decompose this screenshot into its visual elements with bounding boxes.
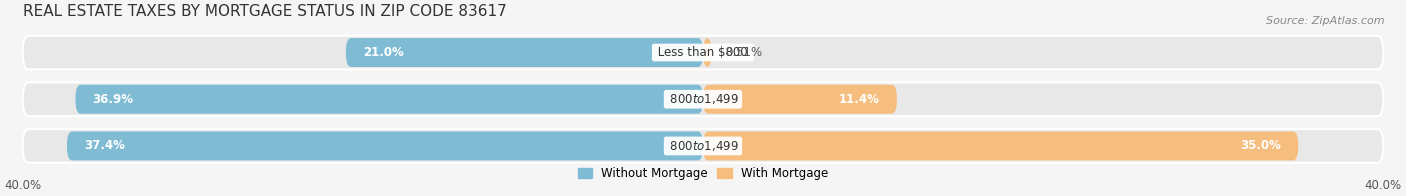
FancyBboxPatch shape [76, 85, 703, 114]
FancyBboxPatch shape [22, 36, 1384, 69]
Text: 37.4%: 37.4% [84, 139, 125, 152]
Text: 11.4%: 11.4% [839, 93, 880, 106]
FancyBboxPatch shape [22, 83, 1384, 116]
FancyBboxPatch shape [703, 85, 897, 114]
FancyBboxPatch shape [346, 38, 703, 67]
Text: $800 to $1,499: $800 to $1,499 [666, 92, 740, 106]
Text: 0.51%: 0.51% [725, 46, 762, 59]
Text: Less than $800: Less than $800 [654, 46, 752, 59]
Text: Source: ZipAtlas.com: Source: ZipAtlas.com [1267, 16, 1385, 26]
Text: 36.9%: 36.9% [93, 93, 134, 106]
Text: $800 to $1,499: $800 to $1,499 [666, 139, 740, 153]
FancyBboxPatch shape [22, 129, 1384, 163]
FancyBboxPatch shape [703, 132, 1298, 161]
Text: 35.0%: 35.0% [1240, 139, 1281, 152]
Text: 21.0%: 21.0% [363, 46, 404, 59]
Legend: Without Mortgage, With Mortgage: Without Mortgage, With Mortgage [578, 167, 828, 180]
FancyBboxPatch shape [703, 38, 711, 67]
FancyBboxPatch shape [67, 132, 703, 161]
Text: REAL ESTATE TAXES BY MORTGAGE STATUS IN ZIP CODE 83617: REAL ESTATE TAXES BY MORTGAGE STATUS IN … [22, 4, 506, 19]
